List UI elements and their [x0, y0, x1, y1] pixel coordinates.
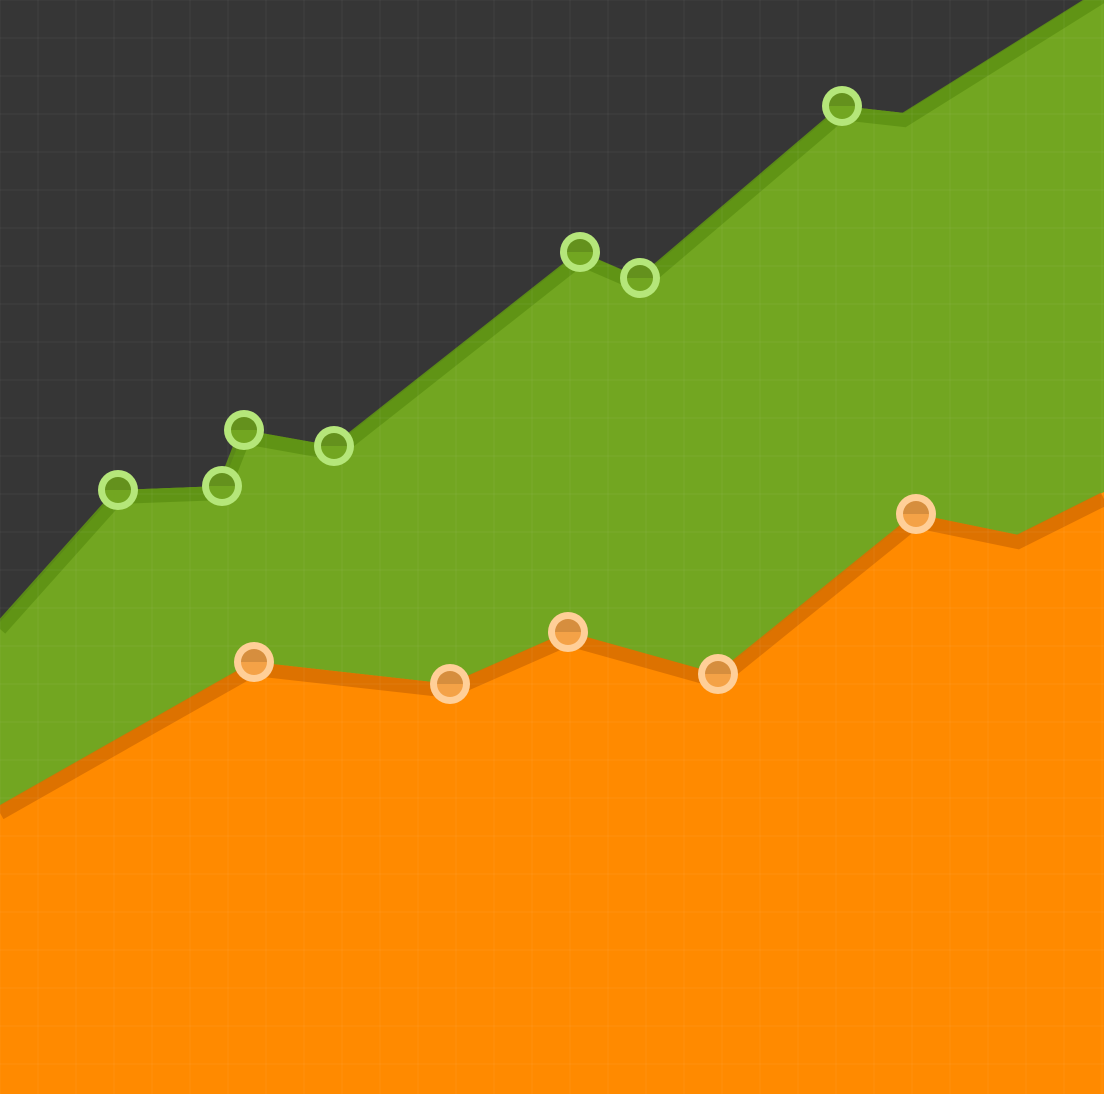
series-lower-point — [430, 664, 470, 704]
series-upper-point — [314, 426, 354, 466]
series-lower-point-shade — [903, 501, 929, 514]
series-lower-point — [896, 494, 936, 534]
series-upper-point-shade — [209, 473, 235, 486]
series-lower-area — [0, 492, 1104, 1094]
series-lower-point — [698, 654, 738, 694]
series-upper-point-core — [209, 473, 235, 499]
series-upper-point-core — [567, 239, 593, 265]
series-lower-line — [0, 492, 1104, 820]
series-upper-point — [202, 466, 242, 506]
marker-layer — [98, 86, 936, 704]
series-upper-point-core — [627, 265, 653, 291]
series-upper-point — [224, 410, 264, 450]
series-upper-point-core — [829, 93, 855, 119]
series-upper-point-shade — [627, 265, 653, 278]
series-lower-point-shade — [555, 619, 581, 632]
series-upper-point-shade — [567, 239, 593, 252]
series-lower-point-core — [555, 619, 581, 645]
series-upper-line — [0, 0, 1104, 634]
series-upper-point-shade — [231, 417, 257, 430]
series-upper-point-shade — [829, 93, 855, 106]
series-lower-point-shade — [241, 649, 267, 662]
series-upper-point-shade — [105, 477, 131, 490]
series-lower-point-core — [437, 671, 463, 697]
series-upper-point-core — [231, 417, 257, 443]
series-lower-point-shade — [705, 661, 731, 674]
series-upper-point — [98, 470, 138, 510]
series-lower-point-core — [903, 501, 929, 527]
series-upper-point — [620, 258, 660, 298]
series-upper-point-core — [105, 477, 131, 503]
series-lower-point-shade — [437, 671, 463, 684]
series-lower-point — [234, 642, 274, 682]
series-upper-point-core — [321, 433, 347, 459]
series-upper-point — [560, 232, 600, 272]
series-lower-point — [548, 612, 588, 652]
series-lower-point-core — [705, 661, 731, 687]
series-lower-point-core — [241, 649, 267, 675]
series-upper-point-shade — [321, 433, 347, 446]
series-upper-point — [822, 86, 862, 126]
